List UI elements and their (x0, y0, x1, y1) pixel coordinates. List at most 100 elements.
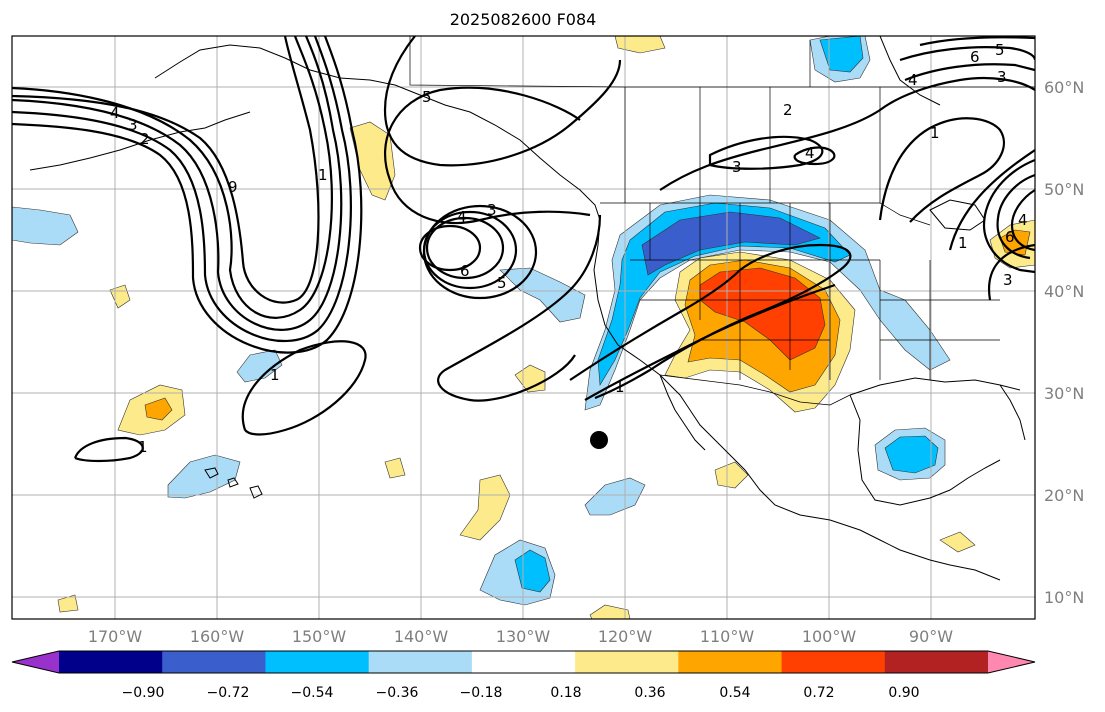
contour-northeast-3 (919, 36, 1035, 47)
map-frame (11, 35, 1036, 620)
lat-label: 30°N (1044, 384, 1084, 403)
contour-label: 5 (497, 274, 507, 292)
negative-anomaly-west-pacific (236, 349, 283, 383)
contour-label: 1 (138, 438, 148, 456)
positive-anomaly-pacific-30n-36 (144, 397, 173, 421)
colorbar-outline (11, 650, 1036, 674)
us-canada-border (600, 202, 931, 226)
contour-label: 1 (958, 234, 968, 252)
colorbar-segment (162, 651, 266, 673)
contour-low-center-4 (422, 204, 538, 300)
colorbar-segment (678, 651, 783, 673)
colorbar-label: 0.72 (803, 685, 834, 701)
gulf-coast (849, 394, 1001, 506)
contour-ridge-2 (584, 283, 836, 401)
hudson-bay (879, 36, 941, 106)
contour-low-center-3 (422, 210, 518, 290)
contour-label: 1 (318, 166, 328, 184)
contour-label: 6 (970, 48, 980, 66)
contour-trough-2 (437, 214, 602, 402)
gridlines (12, 36, 1035, 619)
contour-left-1 (12, 36, 333, 319)
contour-canada-2 (659, 76, 1035, 191)
contour-label: 1 (270, 366, 280, 384)
lon-label: 140°W (394, 627, 449, 646)
colorbar-label: 0.18 (550, 685, 581, 701)
contour-label: 9 (228, 178, 238, 196)
colorbar-label: 0.90 (888, 685, 919, 701)
colorbar-segment (781, 651, 886, 673)
coastlines (29, 36, 1035, 581)
positive-anomaly-small-5 (589, 604, 631, 619)
contour-trough-1 (384, 86, 591, 225)
contour-label: 4 (805, 144, 815, 162)
positive-anomaly-south-pacific (459, 474, 511, 541)
west-coast (593, 219, 1001, 581)
location-marker (590, 431, 608, 449)
lat-label: 60°N (1044, 78, 1084, 97)
contour-label: 3 (997, 68, 1007, 86)
canada-provinces (409, 36, 1035, 203)
contour-label: 1 (930, 124, 940, 142)
negative-anomaly-pacific-south-36 (514, 549, 551, 593)
negative-anomaly-pacific-offshore (499, 267, 586, 323)
contour-label: 4 (110, 104, 120, 122)
shaded-anomalies (12, 36, 1035, 619)
contour-ridge-1 (569, 243, 852, 400)
contour-east-low-5 (988, 243, 1035, 301)
colorbar (11, 650, 1036, 674)
contour-east-low-1 (982, 158, 1035, 274)
positive-anomaly-small-3 (714, 461, 749, 489)
lon-label: 90°W (909, 627, 953, 646)
contour-canada-4 (793, 146, 836, 166)
alaska-coast (154, 44, 601, 221)
lon-label: 120°W (598, 627, 653, 646)
lon-label: 150°W (292, 627, 347, 646)
contour-label: 4 (908, 71, 918, 89)
negative-anomaly-plains-54 (641, 211, 821, 276)
negative-anomaly-gulf-36 (884, 435, 939, 474)
colorbar-segment (575, 651, 679, 673)
lon-label: 110°W (700, 627, 755, 646)
contour-label: 4 (1018, 211, 1028, 229)
negative-anomaly-canada-36 (819, 36, 864, 73)
negative-anomaly-west-edge (12, 206, 79, 246)
colorbar-label: −0.54 (291, 685, 334, 701)
contour-gulf-alaska (383, 36, 622, 167)
lon-label: 160°W (190, 627, 245, 646)
contour-label: 3 (487, 201, 497, 219)
us-states (630, 203, 1000, 380)
colorbar-extend-high (988, 651, 1035, 673)
aleutian-islands (29, 111, 251, 171)
baja-peninsula (659, 374, 706, 451)
contour-small-1 (73, 436, 144, 463)
colorbar-label: 0.54 (719, 685, 750, 701)
colorbar-label: −0.72 (207, 685, 250, 701)
longitude-axis: 170°W 160°W 150°W 140°W 130°W 120°W 110°… (88, 627, 953, 646)
map-title: 2025082600 F084 (450, 10, 597, 29)
contour-east-1 (878, 117, 1006, 223)
colorbar-label: −0.90 (122, 685, 165, 701)
positive-anomaly-top (614, 36, 666, 54)
latitude-axis: 60°N 50°N 40°N 30°N 20°N 10°N (1044, 78, 1084, 607)
florida (999, 384, 1026, 441)
contour-label: 3 (1003, 271, 1013, 289)
us-mexico-border (659, 374, 851, 406)
contour-label: 3 (732, 158, 742, 176)
lat-label: 20°N (1044, 486, 1084, 505)
contour-east-low-4 (948, 149, 1035, 251)
contour-label: 1 (615, 378, 625, 396)
contour-northeast-1 (899, 46, 1035, 62)
colorbar-segment (368, 651, 473, 673)
hawaii (204, 467, 263, 499)
colorbar-label: 0.36 (634, 685, 665, 701)
lon-label: 100°W (802, 627, 857, 646)
colorbar-extend-low (12, 651, 59, 673)
contour-label: 4 (457, 208, 467, 226)
positive-anomaly-small-2 (384, 457, 406, 479)
lon-label: 170°W (88, 627, 143, 646)
map-panel: 4 3 2 9 1 5 4 3 6 5 1 1 1 1 2 4 3 4 1 6 … (12, 36, 1035, 619)
contour-label: 6 (460, 262, 470, 280)
lat-label: 10°N (1044, 588, 1084, 607)
